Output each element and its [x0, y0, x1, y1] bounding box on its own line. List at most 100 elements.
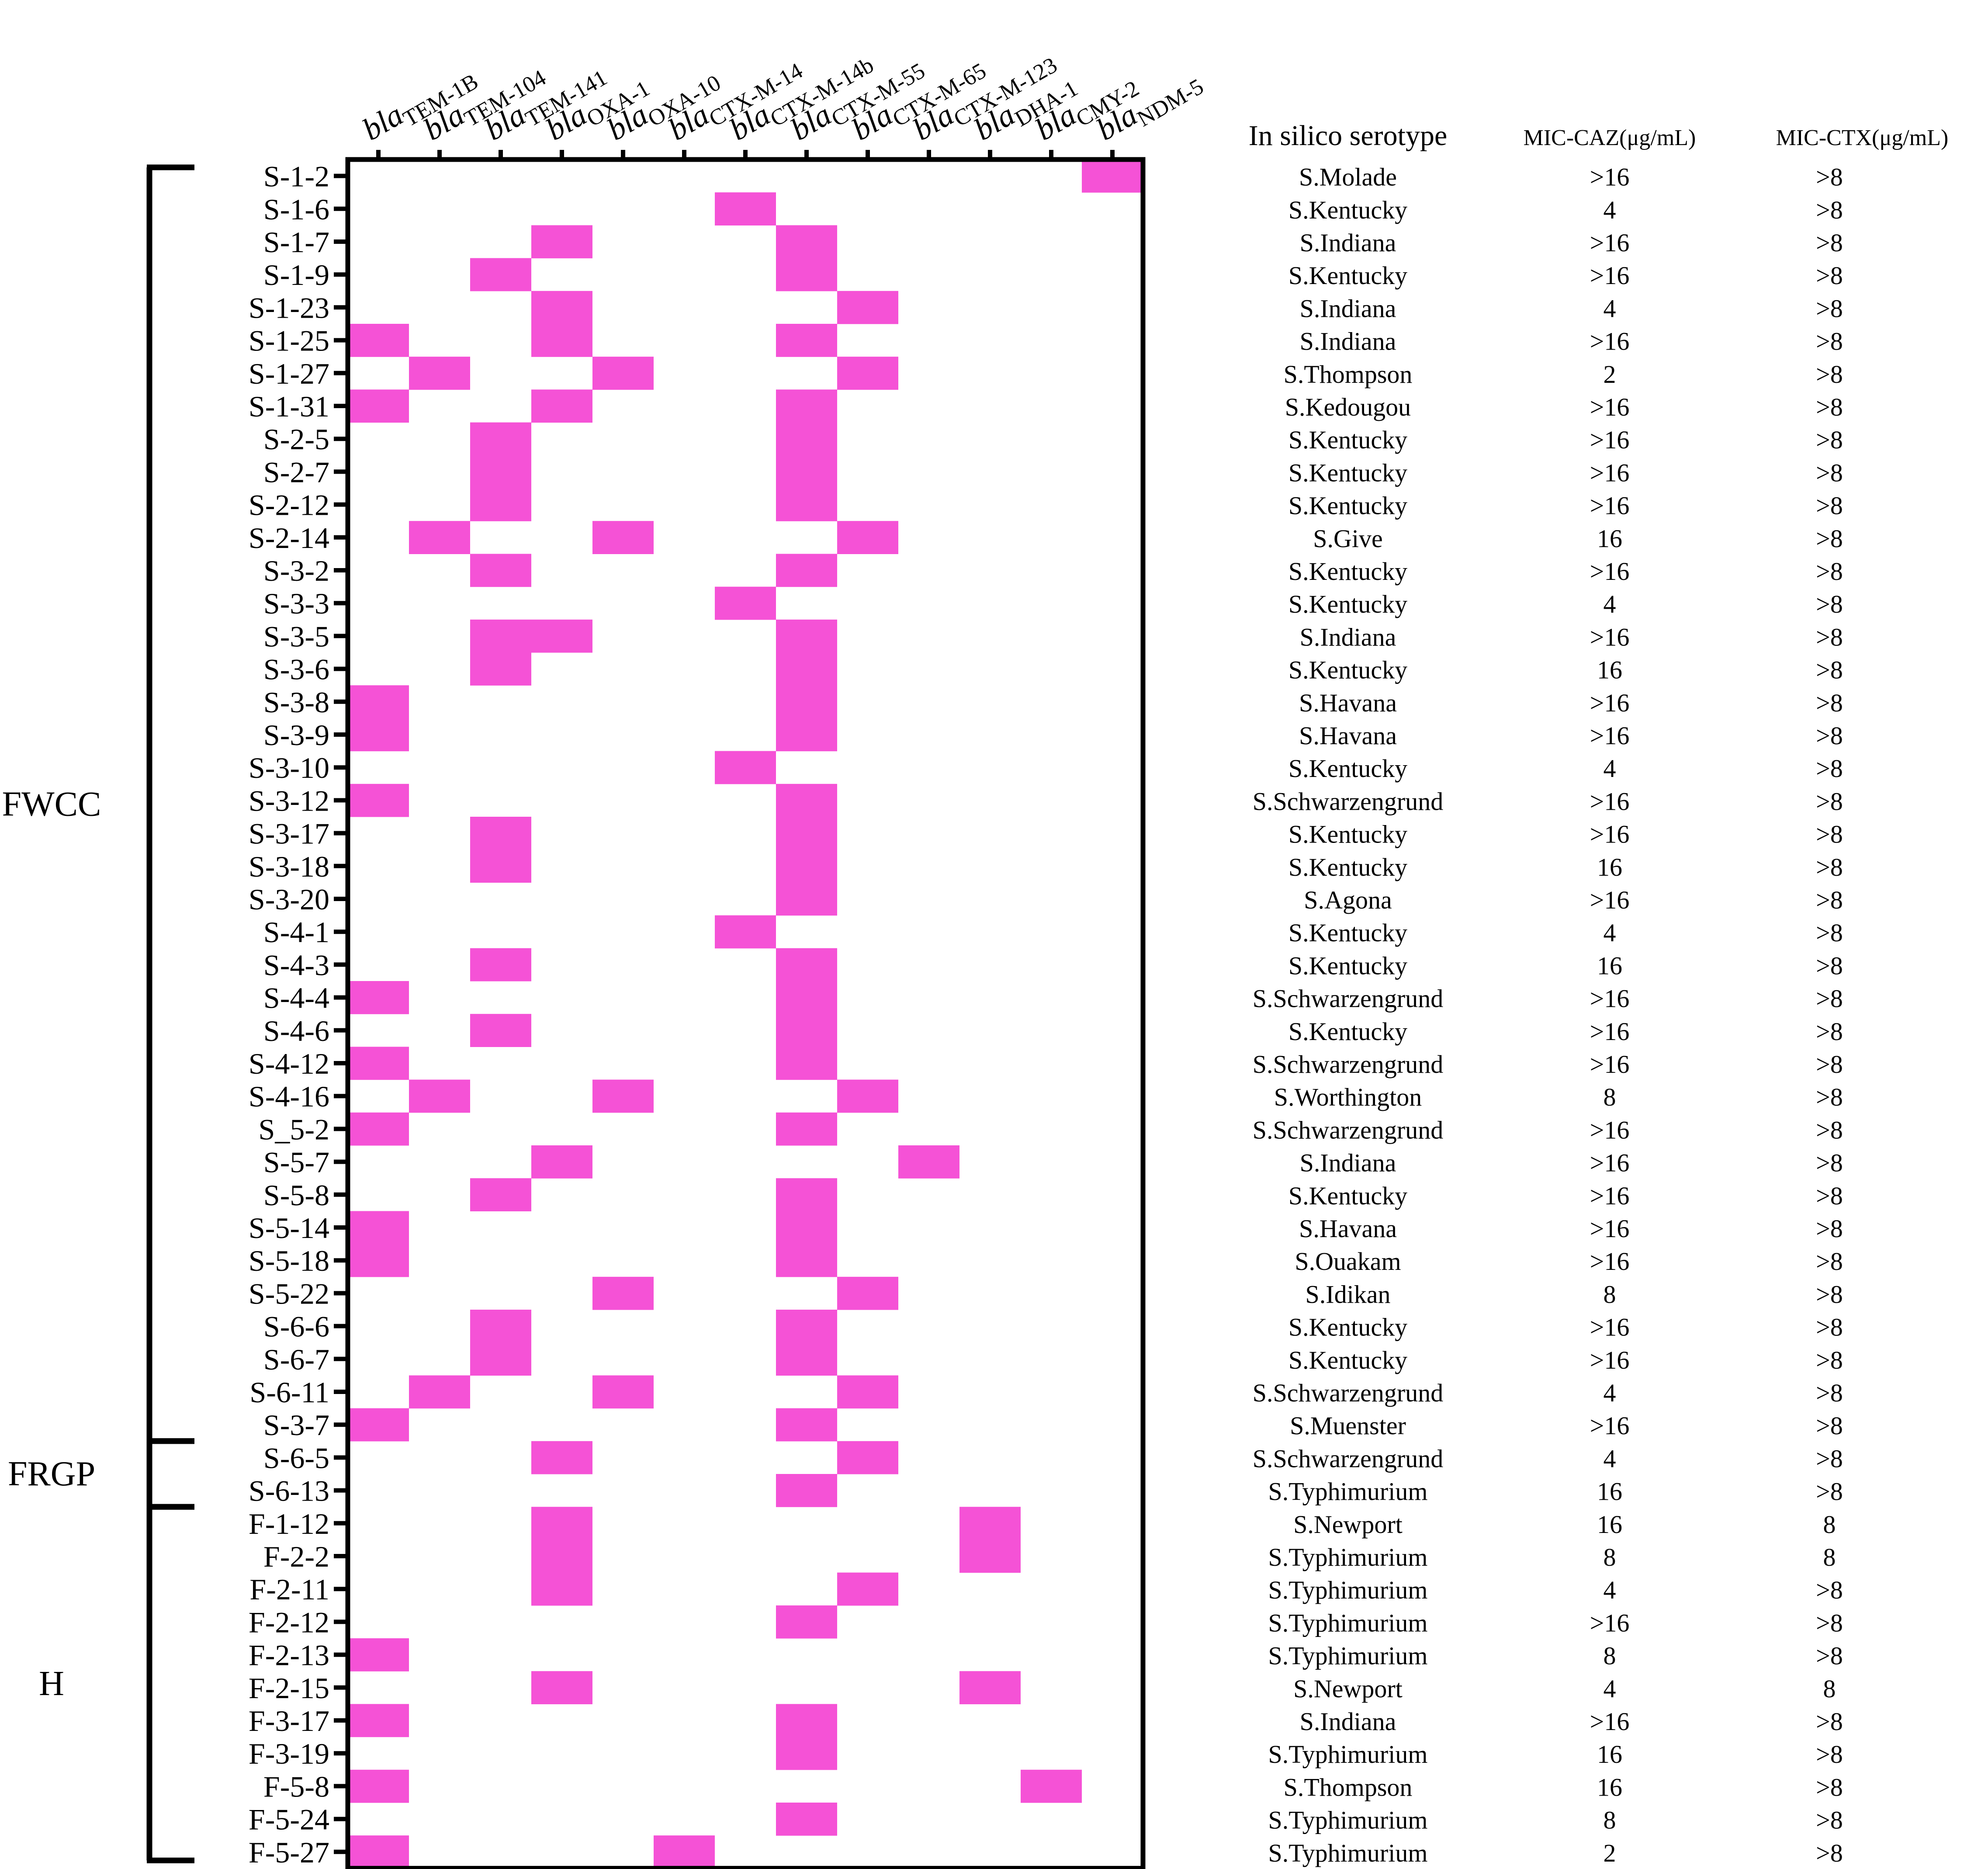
cell-S-4-6-blaTEM-141 [470, 1014, 531, 1047]
mic-caz-cell: 4 [1604, 1444, 1616, 1473]
mic-ctx-cell: 8 [1823, 1510, 1836, 1539]
cell-S-5-14-blaTEM-1B [348, 1211, 409, 1245]
mic-ctx-cell: >8 [1816, 1050, 1843, 1078]
isolate-label: S-5-14 [249, 1211, 329, 1245]
cell-S-4-12-blaTEM-1B [348, 1047, 409, 1080]
isolate-label: S-1-25 [249, 324, 329, 357]
cell-F-2-2-blaDHA-1 [959, 1540, 1021, 1573]
isolate-label: S-4-4 [263, 981, 329, 1015]
serotype-cell: S.Newport [1293, 1510, 1403, 1539]
mic-ctx-cell: >8 [1816, 524, 1843, 553]
cell-S-6-7-blaTEM-141 [470, 1342, 531, 1376]
serotype-cell: S.Indiana [1300, 327, 1396, 356]
mic-ctx-cell: >8 [1816, 229, 1843, 257]
isolate-label: S-1-27 [249, 357, 329, 390]
mic-caz-cell: 4 [1604, 919, 1616, 947]
isolate-label: S-4-16 [249, 1080, 329, 1113]
mic-ctx-cell: >8 [1816, 1116, 1843, 1144]
serotype-cell: S.Indiana [1300, 294, 1396, 322]
serotype-cell: S.Indiana [1300, 1149, 1396, 1177]
mic-caz-cell: 4 [1604, 196, 1616, 224]
mic-caz-cell: >16 [1590, 1214, 1630, 1243]
mic-caz-cell: >16 [1590, 557, 1630, 586]
cell-S-3-2-blaTEM-141 [470, 554, 531, 587]
mic-caz-cell: >16 [1590, 623, 1630, 651]
cell-S-2-5-blaCTX-M-55 [776, 422, 837, 456]
mic-ctx-cell: >8 [1816, 1444, 1843, 1473]
cell-S-4-1-blaCTX-M-14b [715, 915, 776, 949]
mic-caz-cell: 4 [1604, 294, 1616, 322]
cell-F-2-12-blaCTX-M-55 [776, 1605, 837, 1639]
mic-ctx-cell: 8 [1823, 1675, 1836, 1703]
cell-S-5-8-blaCTX-M-55 [776, 1178, 837, 1211]
cell-S-2-7-blaTEM-141 [470, 455, 531, 489]
cell-S-3-3-blaCTX-M-14b [715, 586, 776, 620]
cell-S-5-18-blaCTX-M-55 [776, 1244, 837, 1277]
serotype-cell: S.Kentucky [1288, 557, 1407, 586]
serotype-cell: S.Kentucky [1288, 492, 1407, 520]
cell-F-2-11-blaOXA-1 [531, 1572, 592, 1606]
cell-S-6-11-blaTEM-104 [409, 1375, 470, 1409]
isolate-label: S-3-6 [263, 653, 329, 686]
serotype-cell: S.Agona [1304, 886, 1392, 914]
isolate-label: S-3-18 [249, 850, 329, 883]
group-label-fwcc: FWCC [2, 785, 101, 823]
cell-S-1-31-blaOXA-1 [531, 389, 592, 423]
cell-S-6-11-blaCTX-M-65 [837, 1375, 898, 1409]
isolate-label: S-4-12 [249, 1047, 329, 1080]
mic-caz-cell: 8 [1604, 1642, 1616, 1670]
isolate-label: S-6-7 [263, 1343, 329, 1376]
mic-ctx-cell: >8 [1816, 1773, 1843, 1801]
serotype-cell: S.Kentucky [1288, 656, 1407, 684]
isolate-label: S-4-6 [263, 1014, 329, 1047]
serotype-cell: S.Molade [1299, 163, 1397, 191]
serotype-cell: S.Kentucky [1288, 1017, 1407, 1046]
cell-S-1-23-blaCTX-M-65 [837, 291, 898, 324]
serotype-cell: S.Kentucky [1288, 754, 1407, 783]
cell-F-3-17-blaCTX-M-55 [776, 1704, 837, 1737]
cell-S-1-7-blaOXA-1 [531, 225, 592, 259]
mic-caz-cell: 2 [1604, 360, 1616, 388]
cell-S-3-17-blaCTX-M-55 [776, 817, 837, 850]
mic-caz-cell: 4 [1604, 1675, 1616, 1703]
isolate-label: S-3-17 [249, 817, 329, 850]
mic-ctx-cell: >8 [1816, 1346, 1843, 1374]
cell-F-3-19-blaCTX-M-55 [776, 1737, 837, 1770]
cell-F-1-12-blaDHA-1 [959, 1507, 1021, 1540]
cell-S-5-8-blaTEM-141 [470, 1178, 531, 1211]
isolate-label: F-3-19 [249, 1737, 329, 1770]
cell-F-5-24-blaCTX-M-55 [776, 1803, 837, 1836]
cell-S-3-8-blaTEM-1B [348, 685, 409, 718]
isolate-label: S-6-5 [263, 1441, 329, 1474]
cell-S-1-31-blaTEM-1B [348, 389, 409, 423]
isolate-label: F-2-11 [249, 1573, 329, 1606]
isolate-label: S-3-20 [249, 883, 329, 916]
serotype-cell: S.Ouakam [1295, 1247, 1401, 1276]
mic-ctx-cell: >8 [1816, 820, 1843, 849]
group-label-frgp: FRGP [8, 1455, 95, 1493]
mic-ctx-cell: >8 [1816, 360, 1843, 388]
isolate-label: S-2-5 [263, 423, 329, 456]
mic-ctx-cell: >8 [1816, 1642, 1843, 1670]
mic-ctx-cell: >8 [1816, 919, 1843, 947]
cell-S-3-5-blaCTX-M-55 [776, 619, 837, 653]
cell-S-2-7-blaCTX-M-55 [776, 455, 837, 489]
heatmap-frame [345, 157, 1146, 1869]
mic-ctx-cell: 8 [1823, 1543, 1836, 1571]
cell-S-4-16-blaTEM-104 [409, 1079, 470, 1113]
cell-S-6-7-blaCTX-M-55 [776, 1342, 837, 1376]
mic-ctx-cell: >8 [1816, 1477, 1843, 1506]
cell-S-4-4-blaCTX-M-55 [776, 981, 837, 1014]
isolate-label: S-2-12 [249, 489, 329, 522]
cell-S-3-7-blaTEM-1B [348, 1408, 409, 1442]
gene-label-subscript: NDM-5 [1133, 74, 1208, 132]
mic-ctx-cell: >8 [1816, 1576, 1843, 1604]
isolate-label: S_5-2 [259, 1113, 329, 1146]
mic-ctx-cell: >8 [1816, 1280, 1843, 1308]
heatmap-cells [348, 160, 1143, 1869]
mic-caz-cell: >16 [1590, 393, 1630, 421]
cell-S-1-27-blaCTX-M-65 [837, 357, 898, 390]
serotype-cell: S.Kentucky [1288, 853, 1407, 881]
mic-caz-cell: >16 [1590, 721, 1630, 750]
mic-caz-cell: >16 [1590, 1017, 1630, 1046]
